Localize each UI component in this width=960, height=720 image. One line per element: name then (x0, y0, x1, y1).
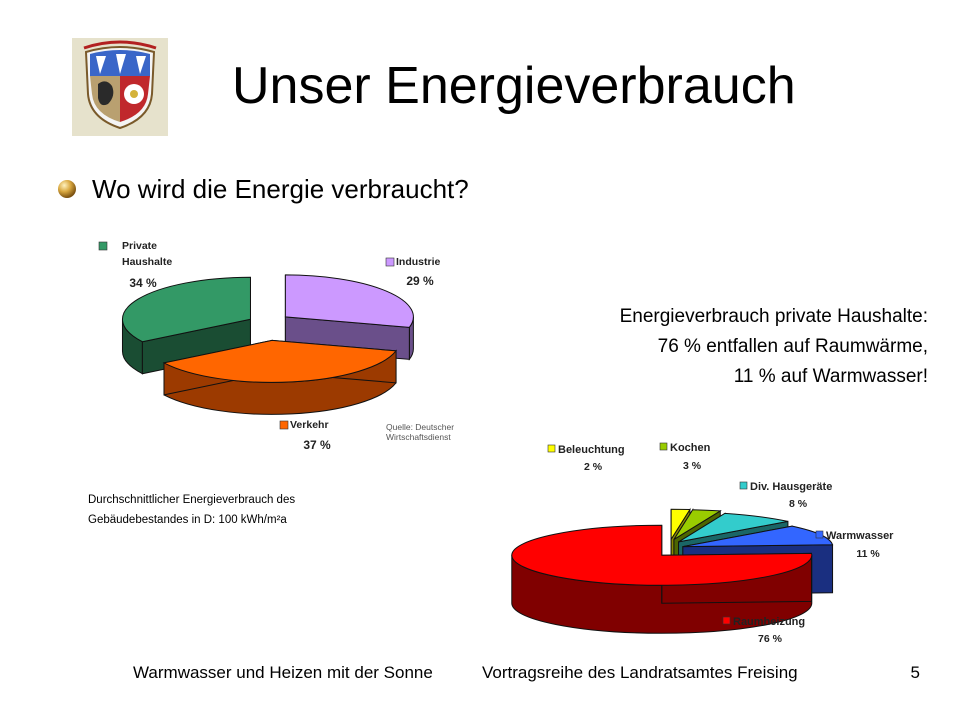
legend-swatch (385, 257, 395, 267)
slice-label-0-1: Verkehr 37 % (279, 419, 331, 452)
slice-value-label: 11 % (856, 548, 880, 560)
slice-label-1-4: Raumheizung 76 % (722, 616, 805, 645)
pie-slice-top (284, 274, 414, 328)
slice-label-text: Raumheizung (733, 616, 805, 628)
bullet-icon (58, 180, 76, 198)
legend-swatch (739, 481, 748, 490)
coat-of-arms-logo (72, 38, 168, 136)
note-line-3: 11 % auf Warmwasser! (733, 366, 928, 387)
legend-swatch (722, 616, 731, 625)
slice-label-text: Private (122, 240, 157, 252)
slice-label-0-0: Industrie 29 % (385, 256, 440, 288)
legend-swatch (98, 241, 108, 251)
source-note-line: Quelle: Deutscher (386, 422, 454, 432)
slice-value-label: 2 % (584, 461, 603, 473)
slice-label-text: Beleuchtung (558, 444, 625, 456)
slice-value-label: 8 % (789, 498, 808, 510)
average-line-1: Durchschnittlicher Energieverbrauch des (88, 494, 296, 506)
legend-swatch (279, 420, 289, 430)
slice-value-label: 37 % (303, 438, 331, 452)
slice-label-1-0: Beleuchtung 2 % (547, 444, 625, 473)
legend-swatch (815, 530, 824, 539)
slice-value-label: 3 % (683, 460, 702, 472)
slice-label-text: Warmwasser (826, 530, 894, 542)
slice-value-label: 34 % (129, 276, 157, 290)
pie-slice-top (673, 509, 722, 540)
footer-center-text: Vortragsreihe des Landratsamtes Freising (482, 663, 798, 682)
slice-label-text: Kochen (670, 442, 711, 454)
pie-slice-top (511, 524, 813, 586)
legend-swatch (547, 444, 556, 453)
slice-label-text: Verkehr (290, 419, 329, 431)
slice-label-0-2: Private Haushalte 34 % (98, 240, 172, 290)
slide-title: Unser Energieverbrauch (232, 57, 796, 115)
bullet-text: Wo wird die Energie verbraucht? (92, 174, 469, 204)
energy-sector-pie-chart: Industrie 29 % Verkehr 37 % Private Haushalte… (98, 240, 454, 452)
pie-slice-top (670, 508, 691, 541)
slice-label-1-2: Div. Hausgeräte 8 % (739, 481, 832, 510)
note-line-1: Energieverbrauch private Haushalte: (619, 306, 928, 327)
pie-slice-0-0 (284, 274, 414, 361)
slice-value-label: 29 % (406, 274, 434, 288)
slice-label-text: Industrie (396, 256, 440, 268)
slice-label-1-3: Warmwasser 11 % (815, 530, 894, 560)
legend-swatch (659, 442, 668, 451)
slice-label-text: Haushalte (122, 256, 172, 268)
household-energy-pie-chart: Beleuchtung 2 % Kochen 3 % Div. Hausgeräte 8 … (511, 442, 894, 645)
source-note-line: Wirtschaftsdienst (386, 432, 451, 442)
pie-slice-0-2 (121, 276, 251, 375)
pie-slice-top (678, 512, 789, 543)
note-line-2: 76 % entfallen auf Raumwärme, (657, 336, 928, 357)
footer-left-text: Warmwasser und Heizen mit der Sonne (133, 663, 433, 682)
slice-label-1-1: Kochen 3 % (659, 442, 711, 472)
slice-label-text: Div. Hausgeräte (750, 481, 832, 493)
page-number: 5 (910, 663, 920, 682)
average-consumption-note: Durchschnittlicher Energieverbrauch des … (88, 490, 295, 530)
slice-value-label: 76 % (758, 633, 783, 645)
pie-slice-top (162, 339, 398, 383)
average-line-2: Gebäudebestandes in D: 100 kWh/m²a (88, 514, 287, 526)
pie-slice-top (121, 276, 251, 343)
pie-slice-1-4 (511, 524, 813, 634)
household-note: Energieverbrauch private Haushalte: 76 %… (540, 302, 928, 392)
pie-slice-0-1 (162, 339, 398, 415)
